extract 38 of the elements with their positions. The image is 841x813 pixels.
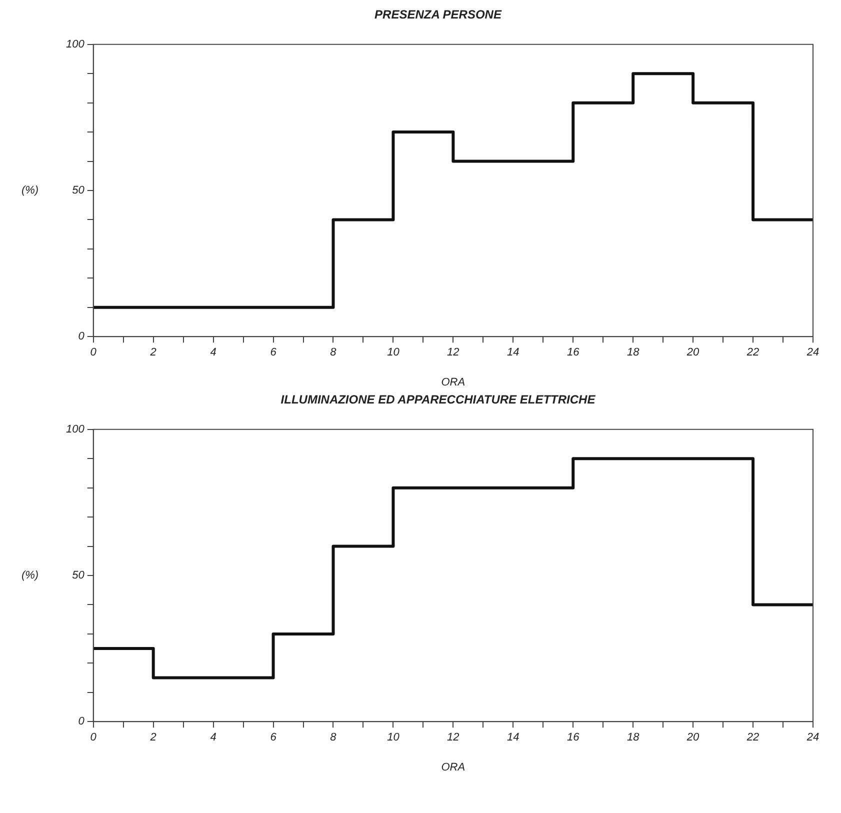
x-tick-label: 20 — [686, 731, 700, 744]
x-tick-label: 2 — [149, 731, 156, 744]
y-axis-title: (%) — [21, 184, 39, 197]
y-tick-label: 50 — [72, 184, 86, 197]
x-tick-label: 4 — [210, 346, 216, 358]
x-tick-label: 6 — [270, 731, 278, 744]
x-tick-label: 2 — [149, 346, 156, 358]
x-tick-label: 10 — [387, 346, 400, 358]
x-axis-title: ORA — [441, 761, 466, 774]
x-tick-label: 22 — [746, 731, 760, 744]
y-tick-label: 100 — [66, 423, 86, 436]
x-tick-label: 16 — [566, 346, 580, 358]
x-tick-label: 8 — [330, 731, 338, 744]
x-tick-label: 16 — [566, 731, 580, 744]
x-tick-label: 14 — [507, 346, 520, 358]
x-tick-label: 12 — [447, 346, 460, 358]
x-tick-label: 22 — [746, 346, 760, 358]
x-tick-label: 18 — [626, 346, 640, 358]
x-tick-label: 18 — [626, 731, 640, 744]
x-tick-label: 14 — [507, 731, 520, 744]
x-tick-label: 10 — [387, 731, 400, 744]
x-tick-label: 8 — [330, 346, 338, 358]
x-tick-label: 0 — [90, 346, 98, 358]
y-tick-label: 0 — [78, 330, 86, 343]
x-tick-label: 0 — [90, 731, 98, 744]
y-axis-title: (%) — [21, 570, 39, 582]
x-tick-label: 4 — [210, 731, 216, 744]
y-tick-label: 50 — [72, 570, 86, 582]
chart-title: ILLUMINAZIONE ED APPARECCHIATURE ELETTRICHE — [280, 392, 596, 407]
x-tick-label: 20 — [686, 346, 700, 358]
x-tick-label: 24 — [806, 731, 820, 744]
x-tick-label: 24 — [806, 346, 820, 358]
x-axis-title: ORA — [441, 376, 466, 388]
x-tick-label: 6 — [270, 346, 278, 358]
y-tick-label: 100 — [66, 38, 86, 50]
x-tick-label: 12 — [447, 731, 460, 744]
chart-title: PRESENZA PERSONE — [374, 8, 502, 22]
y-tick-label: 0 — [78, 716, 86, 728]
